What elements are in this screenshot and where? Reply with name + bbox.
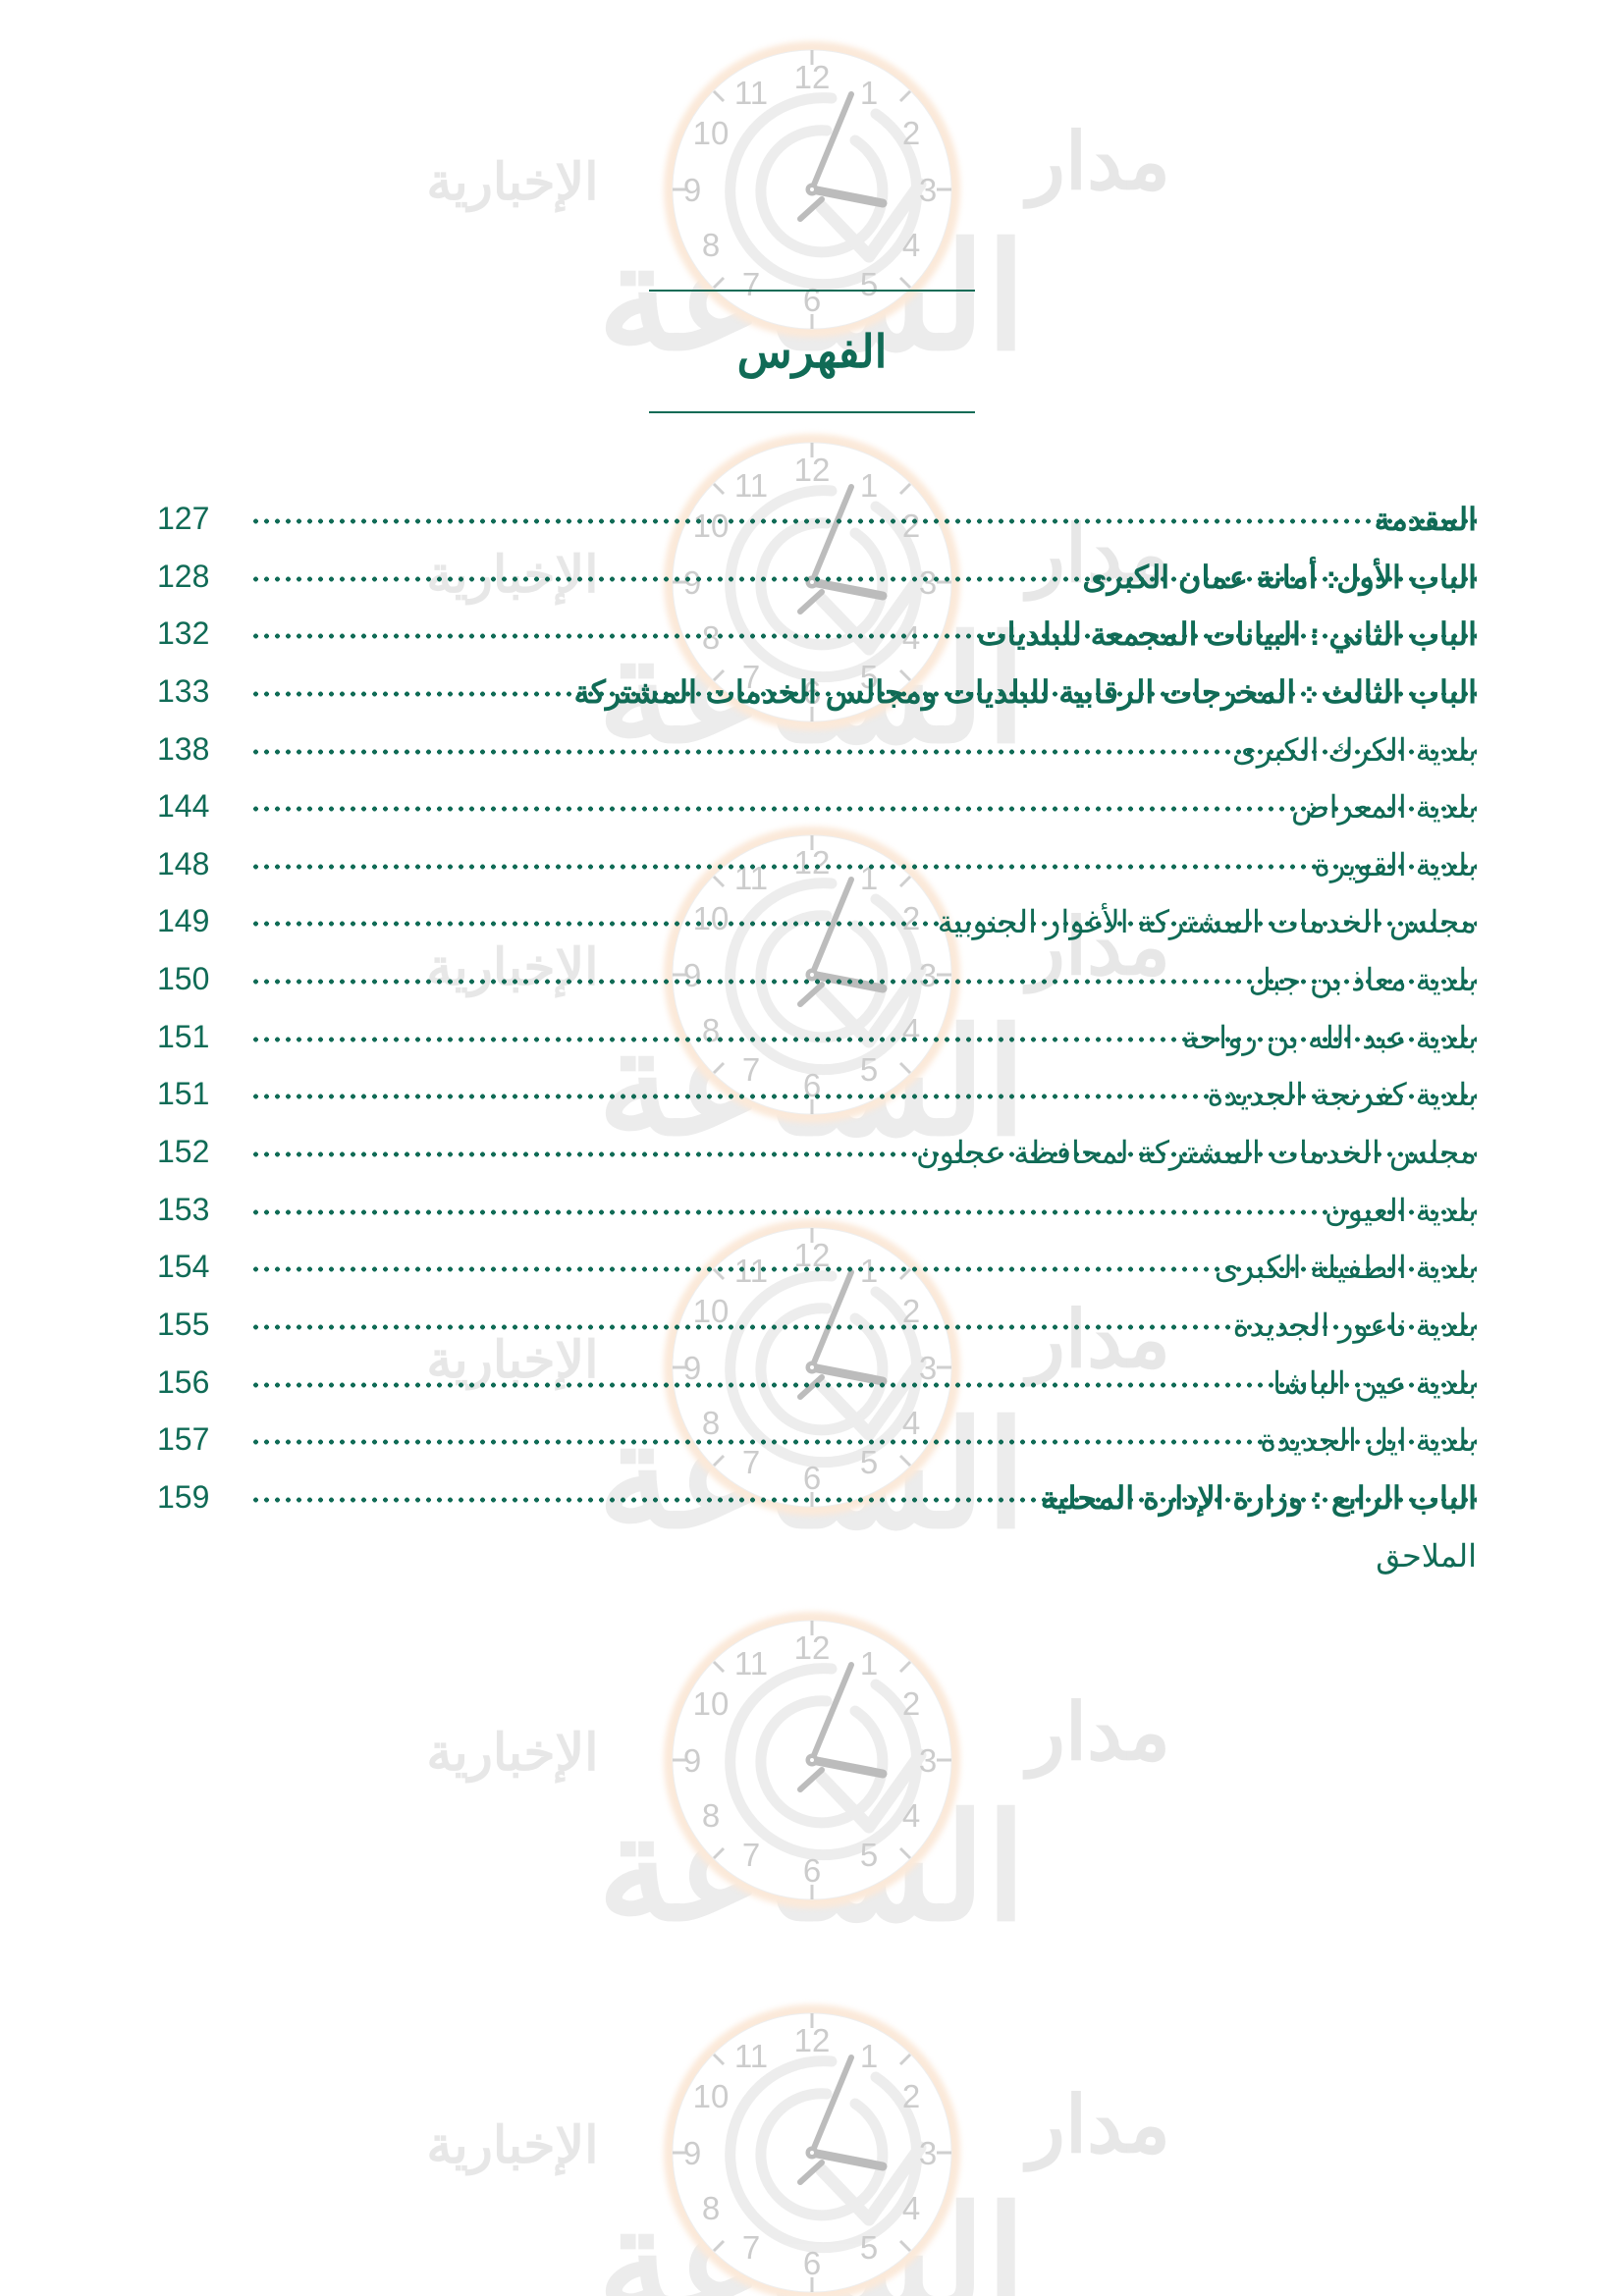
svg-text:الإخبارية: الإخبارية — [426, 154, 598, 213]
svg-text:الإخبارية: الإخبارية — [426, 1725, 598, 1784]
svg-text:الساعة: الساعة — [598, 1786, 1027, 1950]
svg-text:مدار: مدار — [1022, 1688, 1170, 1780]
svg-text:الإخبارية: الإخبارية — [426, 2117, 598, 2176]
svg-text:مدار: مدار — [1022, 118, 1170, 209]
svg-text:مدار: مدار — [1022, 2081, 1170, 2172]
svg-text:الساعة: الساعة — [598, 2178, 1027, 2296]
